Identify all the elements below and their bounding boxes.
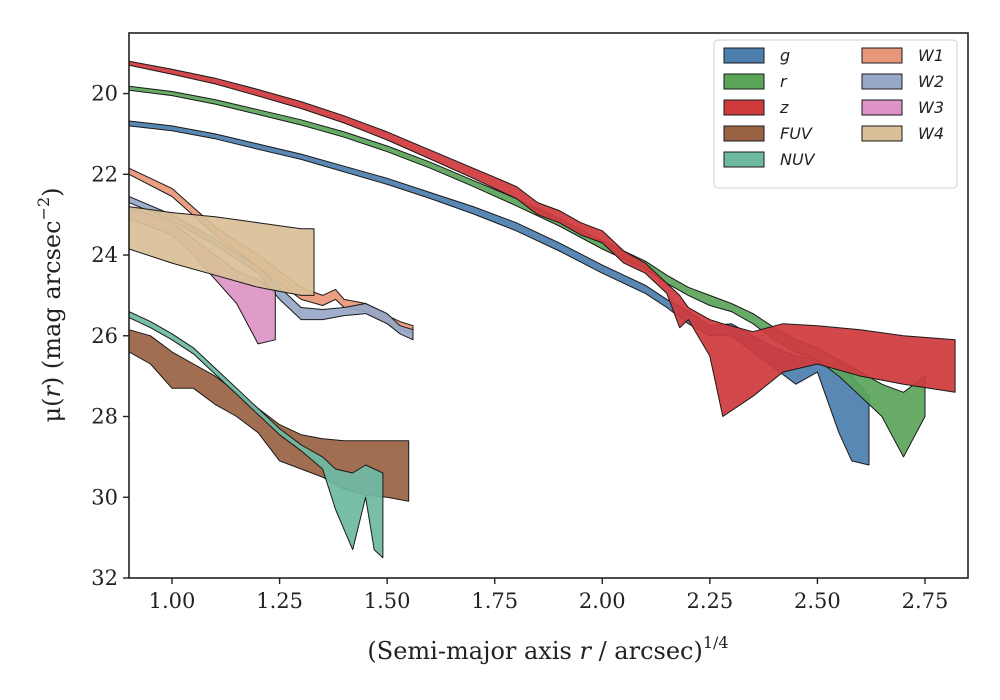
legend-label-r: r	[780, 72, 788, 91]
legend-items: grz FUV NUV W1 W2 W3 W4	[723, 46, 944, 169]
x-tick-label: 2.00	[579, 589, 626, 613]
legend-label-nuv: NUV	[780, 150, 816, 169]
y-tick-label: 32	[91, 566, 118, 590]
x-tick-label: 2.75	[902, 589, 949, 613]
y-tick-label: 24	[91, 243, 118, 267]
series-area-w4	[129, 206, 315, 296]
legend-label-z: z	[779, 98, 789, 117]
legend-label-w4: W4	[918, 124, 944, 143]
legend-label-w3: W3	[918, 98, 944, 117]
x-axis-label: (Semi-major axis r / arcsec)1/4	[367, 633, 728, 665]
legend-label-w2: W2	[918, 72, 944, 91]
x-tick-label: 2.25	[686, 589, 733, 613]
y-tick-label: 30	[91, 485, 118, 509]
series-area-z	[129, 60, 956, 417]
series-area-nuv	[129, 311, 384, 559]
legend-swatch-r	[723, 73, 765, 90]
legend-label-g: g	[780, 46, 790, 65]
legend-swatch-z	[723, 99, 765, 116]
legend-label-fuv: FUV	[780, 124, 813, 143]
legend-swatch-g	[723, 47, 765, 64]
legend-swatch-fuv	[723, 125, 765, 142]
legend-swatch-nuv	[723, 151, 765, 168]
x-tick-label: 1.50	[364, 589, 411, 613]
legend-label-w1: W1	[918, 46, 944, 65]
y-axis-ticks: 20 22 24 26 28 30 32	[91, 82, 129, 590]
legend: grz FUV NUV W1 W2 W3 W4	[713, 39, 958, 189]
x-tick-label: 2.50	[794, 589, 841, 613]
legend-swatch-w4	[861, 125, 903, 142]
series-area-g	[129, 120, 870, 466]
legend-swatch-w3	[861, 99, 903, 116]
y-tick-label: 26	[91, 324, 118, 348]
x-tick-label: 1.25	[256, 589, 303, 613]
x-tick-label: 1.75	[471, 589, 518, 613]
y-tick-label: 28	[91, 405, 118, 429]
plot-frame	[128, 32, 969, 579]
legend-swatch-w1	[861, 47, 903, 64]
legend-swatch-w2	[861, 73, 903, 90]
y-tick-label: 20	[91, 82, 118, 106]
y-axis-label: μ(r) (mag arcsec−2)	[34, 187, 66, 422]
series-areas	[129, 60, 956, 559]
x-tick-label: 1.00	[149, 589, 196, 613]
y-tick-label: 22	[91, 162, 118, 186]
x-axis-ticks: 1.00 1.25 1.50 1.75 2.00 2.25 2.50 2.75	[149, 578, 949, 613]
